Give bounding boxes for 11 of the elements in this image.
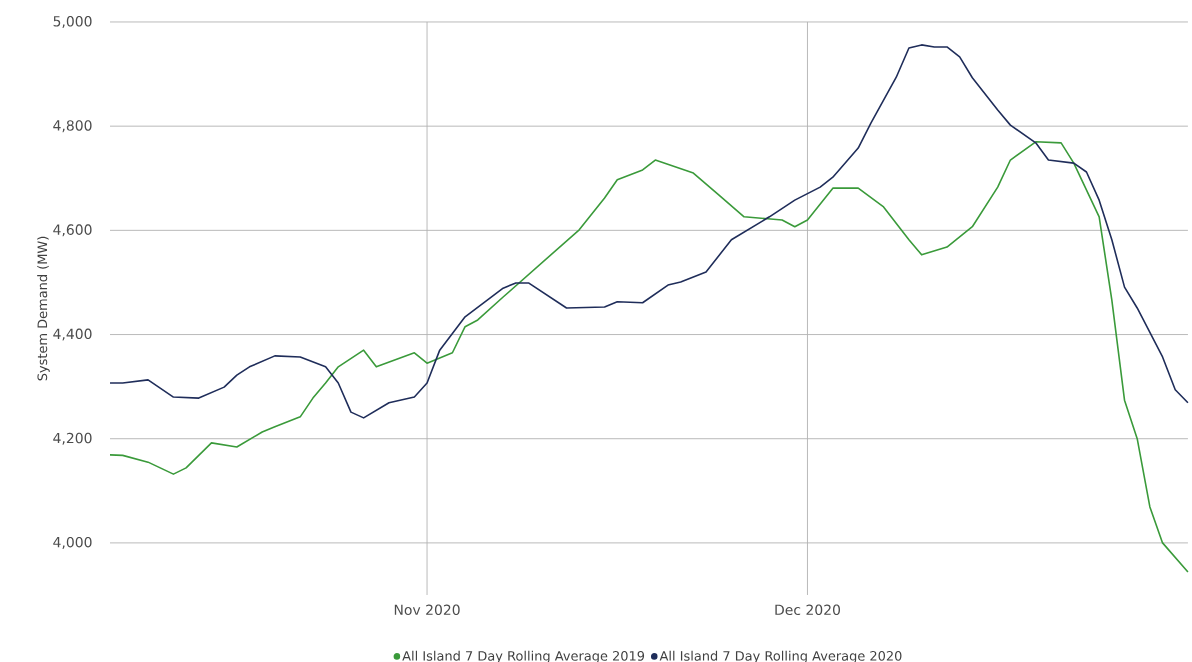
y-tick-label: 4,000 xyxy=(53,536,92,549)
x-tick-label: Dec 2020 xyxy=(775,604,840,616)
line-series xyxy=(109,140,1189,573)
y-tick-label: 5,000 xyxy=(53,15,92,28)
y-axis-title: System Demand (MW) xyxy=(37,236,50,381)
y-tick-label: 4,600 xyxy=(53,224,92,237)
y-tick-label: 4,200 xyxy=(53,432,92,445)
x-tick-label: Nov 2020 xyxy=(394,604,460,616)
y-tick-label: 4,800 xyxy=(53,120,92,133)
y-tick-label: 4,400 xyxy=(53,328,92,341)
line-series xyxy=(109,44,1189,419)
